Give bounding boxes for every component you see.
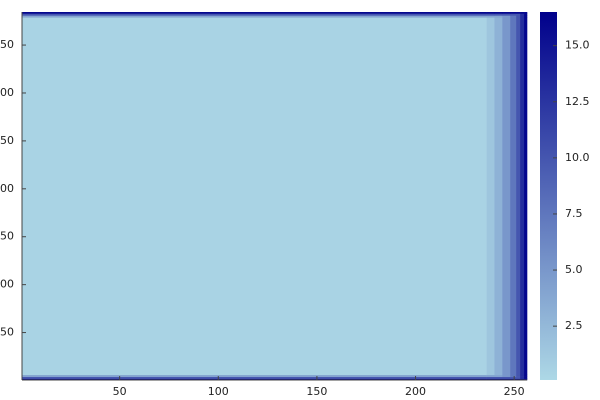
heatmap-cell: [516, 13, 521, 16]
heatmap-cell: [22, 374, 487, 377]
y-tick-label: 200: [0, 182, 14, 195]
heatmap-cell: [524, 13, 528, 16]
heatmap-cell: [516, 12, 521, 14]
heatmap-cell: [524, 12, 528, 14]
heatmap-cell: [502, 15, 511, 18]
heatmap-cell: [494, 376, 503, 379]
heatmap-cell: [494, 17, 503, 376]
heatmap-cell: [524, 374, 528, 377]
heatmap-cell: [510, 17, 517, 376]
x-tick-label: 50: [113, 385, 127, 398]
y-tick-label: 50: [0, 326, 14, 339]
colorbar-tick-label: 10.0: [565, 151, 590, 164]
heatmap-cell: [520, 376, 525, 379]
heatmap-cell: [486, 374, 495, 377]
heatmap-cell: [494, 374, 503, 377]
heatmap-cell: [520, 378, 525, 381]
heatmap-cell: [516, 15, 521, 18]
y-tick-label: 150: [0, 230, 14, 243]
heatmap-cell: [520, 15, 525, 18]
x-tick-label: 250: [504, 385, 525, 398]
x-tick-label: 100: [208, 385, 229, 398]
heatmap-cell: [520, 12, 525, 14]
heatmap-cell: [524, 15, 528, 18]
heatmap-cell: [494, 12, 503, 14]
heatmap-cell: [22, 17, 487, 376]
heatmap-cell: [494, 15, 503, 18]
heatmap-cell: [22, 15, 487, 18]
heatmap-cell: [502, 13, 511, 16]
heatmap-cell: [516, 376, 521, 379]
heatmap-cell: [486, 13, 495, 16]
heatmap-cell: [524, 378, 528, 381]
heatmap-cell: [516, 374, 521, 377]
heatmap-cell: [486, 15, 495, 18]
heatmap-cell: [520, 374, 525, 377]
heatmap-cell: [502, 12, 511, 14]
colorbar: [540, 12, 557, 380]
heatmap-cell: [502, 374, 511, 377]
heatmap-cell: [520, 13, 525, 16]
colorbar-tick-label: 5.0: [565, 263, 583, 276]
heatmap-cell: [524, 17, 528, 376]
heatmap-cell: [22, 13, 487, 16]
heatmap-cell: [486, 12, 495, 14]
heatmap-cell: [22, 376, 487, 379]
heatmap-cell: [510, 12, 517, 14]
colorbar-tick-label: 15.0: [565, 39, 590, 52]
heatmap-cell: [494, 378, 503, 381]
heatmap-cell: [22, 378, 487, 381]
heatmap-cell: [486, 376, 495, 379]
heatmap-cell: [524, 376, 528, 379]
heatmap-cell: [22, 12, 487, 14]
heatmap-cell: [516, 17, 521, 376]
heatmap-cell: [510, 374, 517, 377]
heatmap-cell: [510, 378, 517, 381]
heatmap-cell: [520, 17, 525, 376]
x-tick-label: 200: [405, 385, 426, 398]
y-tick-label: 300: [0, 86, 14, 99]
heatmap-cell: [486, 378, 495, 381]
y-tick-label: 250: [0, 134, 14, 147]
heatmap-cell: [502, 378, 511, 381]
heatmap-cell: [510, 15, 517, 18]
x-tick-label: 150: [306, 385, 327, 398]
y-tick-label: 350: [0, 38, 14, 51]
heatmap-cell: [516, 378, 521, 381]
heatmap-cell: [510, 376, 517, 379]
heatmap-cell: [502, 376, 511, 379]
colorbar-tick-label: 7.5: [565, 207, 583, 220]
y-tick-label: 100: [0, 278, 14, 291]
heatmap-cell: [486, 17, 495, 376]
heatmap: [22, 12, 528, 381]
heatmap-cell: [502, 17, 511, 376]
heatmap-cell: [510, 13, 517, 16]
colorbar-tick-label: 12.5: [565, 95, 590, 108]
heatmap-cell: [494, 13, 503, 16]
colorbar-tick-label: 2.5: [565, 319, 583, 332]
